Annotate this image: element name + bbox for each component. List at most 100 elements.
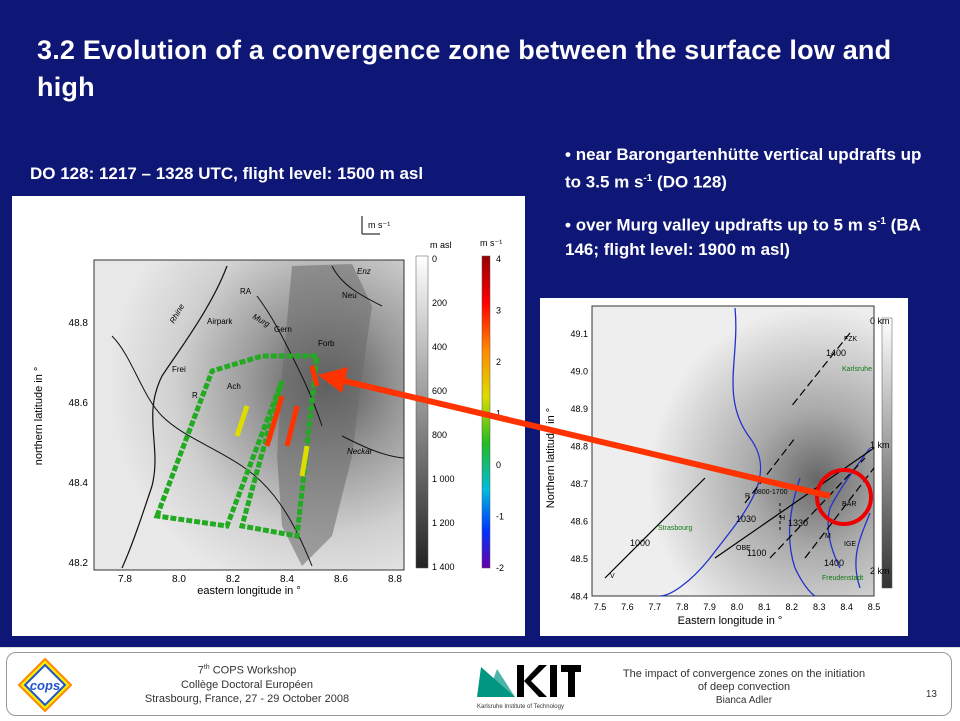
footer-college: Collège Doctoral Européen bbox=[180, 678, 314, 691]
rlabel-m: M bbox=[825, 533, 831, 540]
rlabel-0800: 0800-1700 bbox=[754, 489, 788, 496]
right-xtick-label: 8.2 bbox=[786, 602, 799, 612]
rlabel-obe: OBE bbox=[736, 545, 751, 552]
elevation-colorbar bbox=[415, 255, 429, 569]
right-xtick-label: 7.9 bbox=[703, 602, 716, 612]
rlabel-freudenstadt: Freudenstadt bbox=[822, 575, 863, 582]
right-xtick-label: 8.0 bbox=[731, 602, 744, 612]
right-ytick-label: 48.4 bbox=[570, 592, 588, 602]
right-ytick-label: 48.8 bbox=[570, 442, 588, 452]
terrain-scalebar bbox=[881, 317, 893, 589]
left-ytick-label: 48.8 bbox=[69, 318, 89, 329]
w-tick-label: 4 bbox=[496, 254, 501, 264]
bullet-2-text: over Murg valley updrafts up to 5 m s bbox=[575, 215, 878, 235]
left-map-ylabel: northern latitude in ° bbox=[33, 367, 45, 466]
place-gern: Gern bbox=[274, 325, 292, 334]
elevation-tick-label: 800 bbox=[432, 430, 447, 440]
right-ytick-label: 48.7 bbox=[570, 479, 588, 489]
left-xtick-label: 8.0 bbox=[172, 574, 186, 585]
left-map-xlabel: eastern longitude in ° bbox=[197, 585, 300, 597]
left-xtick-label: 7.8 bbox=[118, 574, 132, 585]
right-xtick-label: 7.6 bbox=[621, 602, 634, 612]
footer-workshop-title: 7th COPS Workshop bbox=[197, 664, 297, 677]
right-river-3 bbox=[855, 512, 871, 589]
footer: cops 7th COPS Workshop Collège Doctoral … bbox=[0, 647, 960, 721]
bullet-2-post: (BA 146; flight level: 1900 m asl) bbox=[565, 215, 921, 259]
left-ytick-label: 48.4 bbox=[69, 478, 89, 489]
bullet-1-text: near Barongartenhütte vertical updrafts … bbox=[565, 145, 922, 192]
footer-talk-line-1: The impact of convergence zones on the i… bbox=[622, 668, 866, 680]
right-xtick-label: 8.1 bbox=[758, 602, 771, 612]
rlabel-karlsruhe: Karlsruhe bbox=[842, 366, 872, 373]
rlabel-1400a: 1400 bbox=[826, 348, 846, 358]
left-ytick-label: 48.6 bbox=[69, 398, 89, 409]
right-xtick-label: 8.3 bbox=[813, 602, 826, 612]
right-xtick-label: 7.7 bbox=[649, 602, 662, 612]
leg-1330 bbox=[769, 457, 866, 559]
place-forb: Forb bbox=[318, 339, 335, 348]
w-tick-label: 3 bbox=[496, 306, 501, 316]
rlabel-1000: 1000 bbox=[630, 538, 650, 548]
right-ytick-label: 48.5 bbox=[570, 554, 588, 564]
vertical-wind-colorbar bbox=[481, 255, 491, 569]
bullet-dot-icon: • bbox=[565, 145, 576, 164]
place-r: R bbox=[192, 391, 198, 400]
right-map-yticks: 49.1 49.0 48.9 48.8 48.7 48.6 48.5 48.4 bbox=[570, 329, 588, 602]
enz-river bbox=[331, 265, 383, 307]
elevation-tick-label: 1 000 bbox=[432, 474, 455, 484]
footer-author: Bianca Adler bbox=[715, 695, 773, 706]
w-tick-label: -2 bbox=[496, 563, 504, 573]
bullet-barongartenhuette: • near Barongartenhütte vertical updraft… bbox=[565, 143, 925, 195]
rlabel-strasbourg: Strasbourg bbox=[658, 525, 692, 532]
right-xtick-label: 8.5 bbox=[868, 602, 881, 612]
elevation-tick-label: 1 200 bbox=[432, 518, 455, 528]
elevation-tick-label: 200 bbox=[432, 298, 447, 308]
footer-workshop-info: 7th COPS Workshop Collège Doctoral Europ… bbox=[127, 661, 367, 706]
flight-subtitle: DO 128: 1217 – 1328 UTC, flight level: 1… bbox=[30, 164, 424, 183]
vector-key-label: m s⁻¹ bbox=[368, 220, 390, 230]
left-xtick-label: 8.6 bbox=[334, 574, 348, 585]
svg-text:Karlsruhe Institute of Technol: Karlsruhe Institute of Technology bbox=[477, 704, 564, 710]
rlabel-1030: 1030 bbox=[736, 514, 756, 524]
bullet-2-sup: -1 bbox=[877, 216, 886, 227]
leg-1400-north bbox=[789, 332, 851, 409]
cops-logo-icon: cops bbox=[17, 657, 73, 713]
elevation-tick-label: 400 bbox=[432, 342, 447, 352]
bullet-1-sup: -1 bbox=[643, 173, 653, 184]
right-ytick-label: 49.1 bbox=[570, 329, 588, 339]
border-line bbox=[111, 335, 313, 567]
rlabel-v: V bbox=[610, 573, 615, 580]
page-number: 13 bbox=[925, 689, 937, 700]
rlabel-h: H bbox=[780, 515, 785, 522]
flight-track-mid bbox=[234, 405, 310, 477]
right-map-xlabel: Eastern longitude in ° bbox=[678, 615, 783, 627]
right-map-figure: FZK 1400 Karlsruhe R 0800-1700 BAR 1030 … bbox=[540, 298, 908, 636]
rlabel-fzk: FZK bbox=[844, 336, 858, 343]
scale-1km: 1 km bbox=[870, 440, 890, 450]
scale-2km: 2 km bbox=[870, 566, 890, 576]
place-airpark: Airpark bbox=[207, 317, 233, 326]
left-xtick-label: 8.4 bbox=[280, 574, 294, 585]
w-tick-label: 2 bbox=[496, 357, 501, 367]
kit-logo-icon: Karlsruhe Institute of Technology bbox=[477, 665, 581, 710]
left-map-figure: RA Airpark Gern Neu Frei R Ach Forb Enz … bbox=[12, 196, 525, 636]
left-ytick-label: 48.2 bbox=[69, 558, 89, 569]
w-tick-label: 1 bbox=[496, 409, 501, 419]
rlabel-bar: BAR bbox=[842, 501, 856, 508]
w-ticks: 4 3 2 1 0 -1 -2 bbox=[496, 254, 504, 573]
elevation-tick-label: 0 bbox=[432, 254, 437, 264]
slide-background: 3.2 Evolution of a convergence zone betw… bbox=[0, 0, 960, 647]
place-ra: RA bbox=[240, 287, 252, 296]
left-xtick-label: 8.8 bbox=[388, 574, 402, 585]
svg-text:cops: cops bbox=[30, 678, 60, 693]
elevation-unit-label: m asl bbox=[430, 240, 452, 250]
footer-talk-line-2: of deep convection bbox=[697, 681, 791, 693]
elevation-ticks: 0 200 400 600 800 1 000 1 200 1 400 bbox=[432, 254, 455, 572]
rlabel-ige: IGE bbox=[844, 541, 856, 548]
footer-box: cops 7th COPS Workshop Collège Doctoral … bbox=[6, 652, 952, 716]
rlabel-r: R bbox=[745, 493, 750, 500]
right-ytick-label: 49.0 bbox=[570, 367, 588, 377]
right-ytick-label: 48.6 bbox=[570, 517, 588, 527]
rlabel-1400b: 1400 bbox=[824, 558, 844, 568]
bullet-dot-icon: • bbox=[565, 215, 576, 235]
